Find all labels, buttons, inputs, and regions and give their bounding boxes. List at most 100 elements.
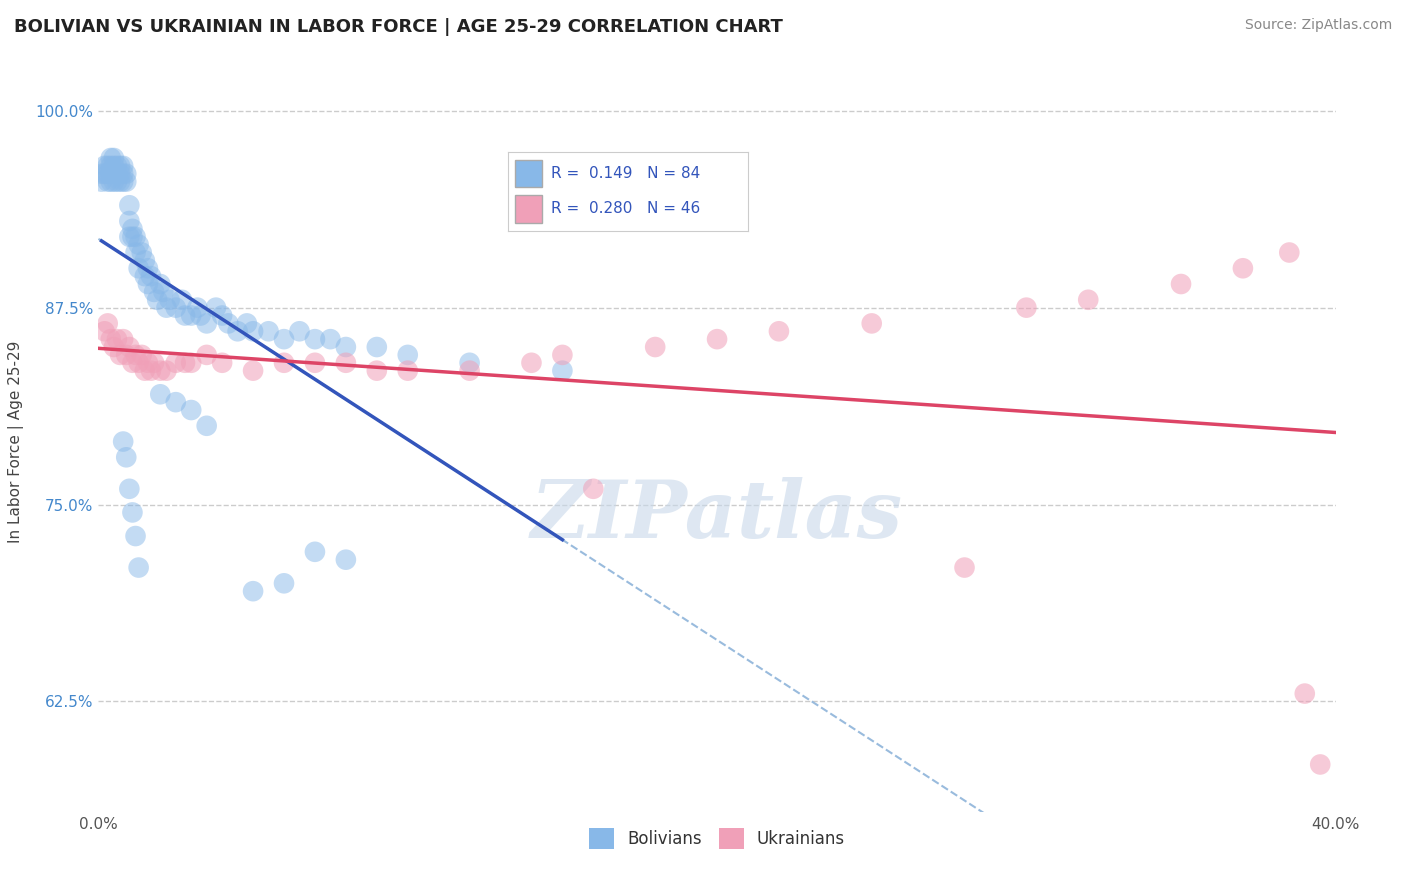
Legend: Bolivians, Ukrainians: Bolivians, Ukrainians [582, 822, 852, 855]
Point [118, 214, 141, 228]
Point [100, 175, 122, 189]
Point [396, 348, 419, 362]
Point [242, 584, 264, 599]
Point [93, 159, 115, 173]
Point [195, 317, 218, 331]
Point [100, 332, 122, 346]
Point [118, 340, 141, 354]
Point [97, 317, 120, 331]
Point [706, 332, 728, 346]
Point [134, 253, 156, 268]
Point [520, 356, 543, 370]
Point [97, 159, 120, 173]
Point [124, 229, 146, 244]
Point [236, 317, 259, 331]
Point [124, 348, 146, 362]
Point [180, 356, 202, 370]
Point [143, 356, 166, 370]
Point [121, 222, 143, 236]
Point [205, 301, 228, 315]
Point [186, 301, 208, 315]
Point [139, 364, 162, 378]
Point [551, 364, 574, 378]
Point [121, 505, 143, 519]
Text: ZIPatlas: ZIPatlas [531, 477, 903, 554]
Point [319, 332, 342, 346]
Point [1077, 293, 1099, 307]
Point [180, 403, 202, 417]
Point [93, 324, 115, 338]
Point [128, 237, 150, 252]
Point [257, 324, 280, 338]
Point [90, 175, 112, 189]
Point [134, 269, 156, 284]
Point [128, 261, 150, 276]
Point [146, 293, 169, 307]
Point [108, 167, 131, 181]
Point [97, 175, 120, 189]
Point [128, 356, 150, 370]
Point [149, 364, 172, 378]
Point [124, 245, 146, 260]
Point [100, 151, 122, 165]
Point [105, 159, 128, 173]
Point [118, 198, 141, 212]
Point [458, 356, 481, 370]
Point [366, 364, 388, 378]
Point [118, 229, 141, 244]
FancyBboxPatch shape [515, 195, 541, 223]
Point [139, 269, 162, 284]
Text: R =  0.149   N = 84: R = 0.149 N = 84 [551, 166, 700, 180]
Point [128, 560, 150, 574]
Point [143, 285, 166, 299]
Point [165, 301, 187, 315]
Point [136, 261, 159, 276]
FancyBboxPatch shape [515, 160, 541, 187]
Point [288, 324, 311, 338]
Point [860, 317, 883, 331]
Point [217, 317, 239, 331]
Point [121, 229, 143, 244]
Point [112, 167, 135, 181]
Point [242, 364, 264, 378]
Point [115, 450, 138, 465]
Point [97, 167, 120, 181]
Point [105, 167, 128, 181]
Text: R =  0.280   N = 46: R = 0.280 N = 46 [551, 201, 700, 216]
Point [1232, 261, 1254, 276]
Point [149, 277, 172, 291]
Point [242, 324, 264, 338]
Point [174, 356, 197, 370]
Point [136, 356, 159, 370]
Text: Source: ZipAtlas.com: Source: ZipAtlas.com [1244, 18, 1392, 32]
Point [103, 167, 125, 181]
Point [273, 576, 295, 591]
Point [335, 340, 357, 354]
Point [195, 418, 218, 433]
Point [1278, 245, 1301, 260]
Point [121, 356, 143, 370]
Point [1015, 301, 1038, 315]
Point [159, 293, 181, 307]
Point [1309, 757, 1331, 772]
Point [582, 482, 605, 496]
Point [112, 175, 135, 189]
Point [112, 159, 135, 173]
Point [335, 356, 357, 370]
Point [551, 348, 574, 362]
Point [115, 175, 138, 189]
Point [131, 348, 153, 362]
Point [211, 309, 233, 323]
Point [226, 324, 249, 338]
Point [273, 356, 295, 370]
Point [174, 309, 197, 323]
Point [90, 167, 112, 181]
Point [180, 309, 202, 323]
Point [644, 340, 666, 354]
Point [134, 364, 156, 378]
Point [115, 348, 138, 362]
Point [458, 364, 481, 378]
Point [211, 356, 233, 370]
Point [115, 167, 138, 181]
Point [304, 356, 326, 370]
